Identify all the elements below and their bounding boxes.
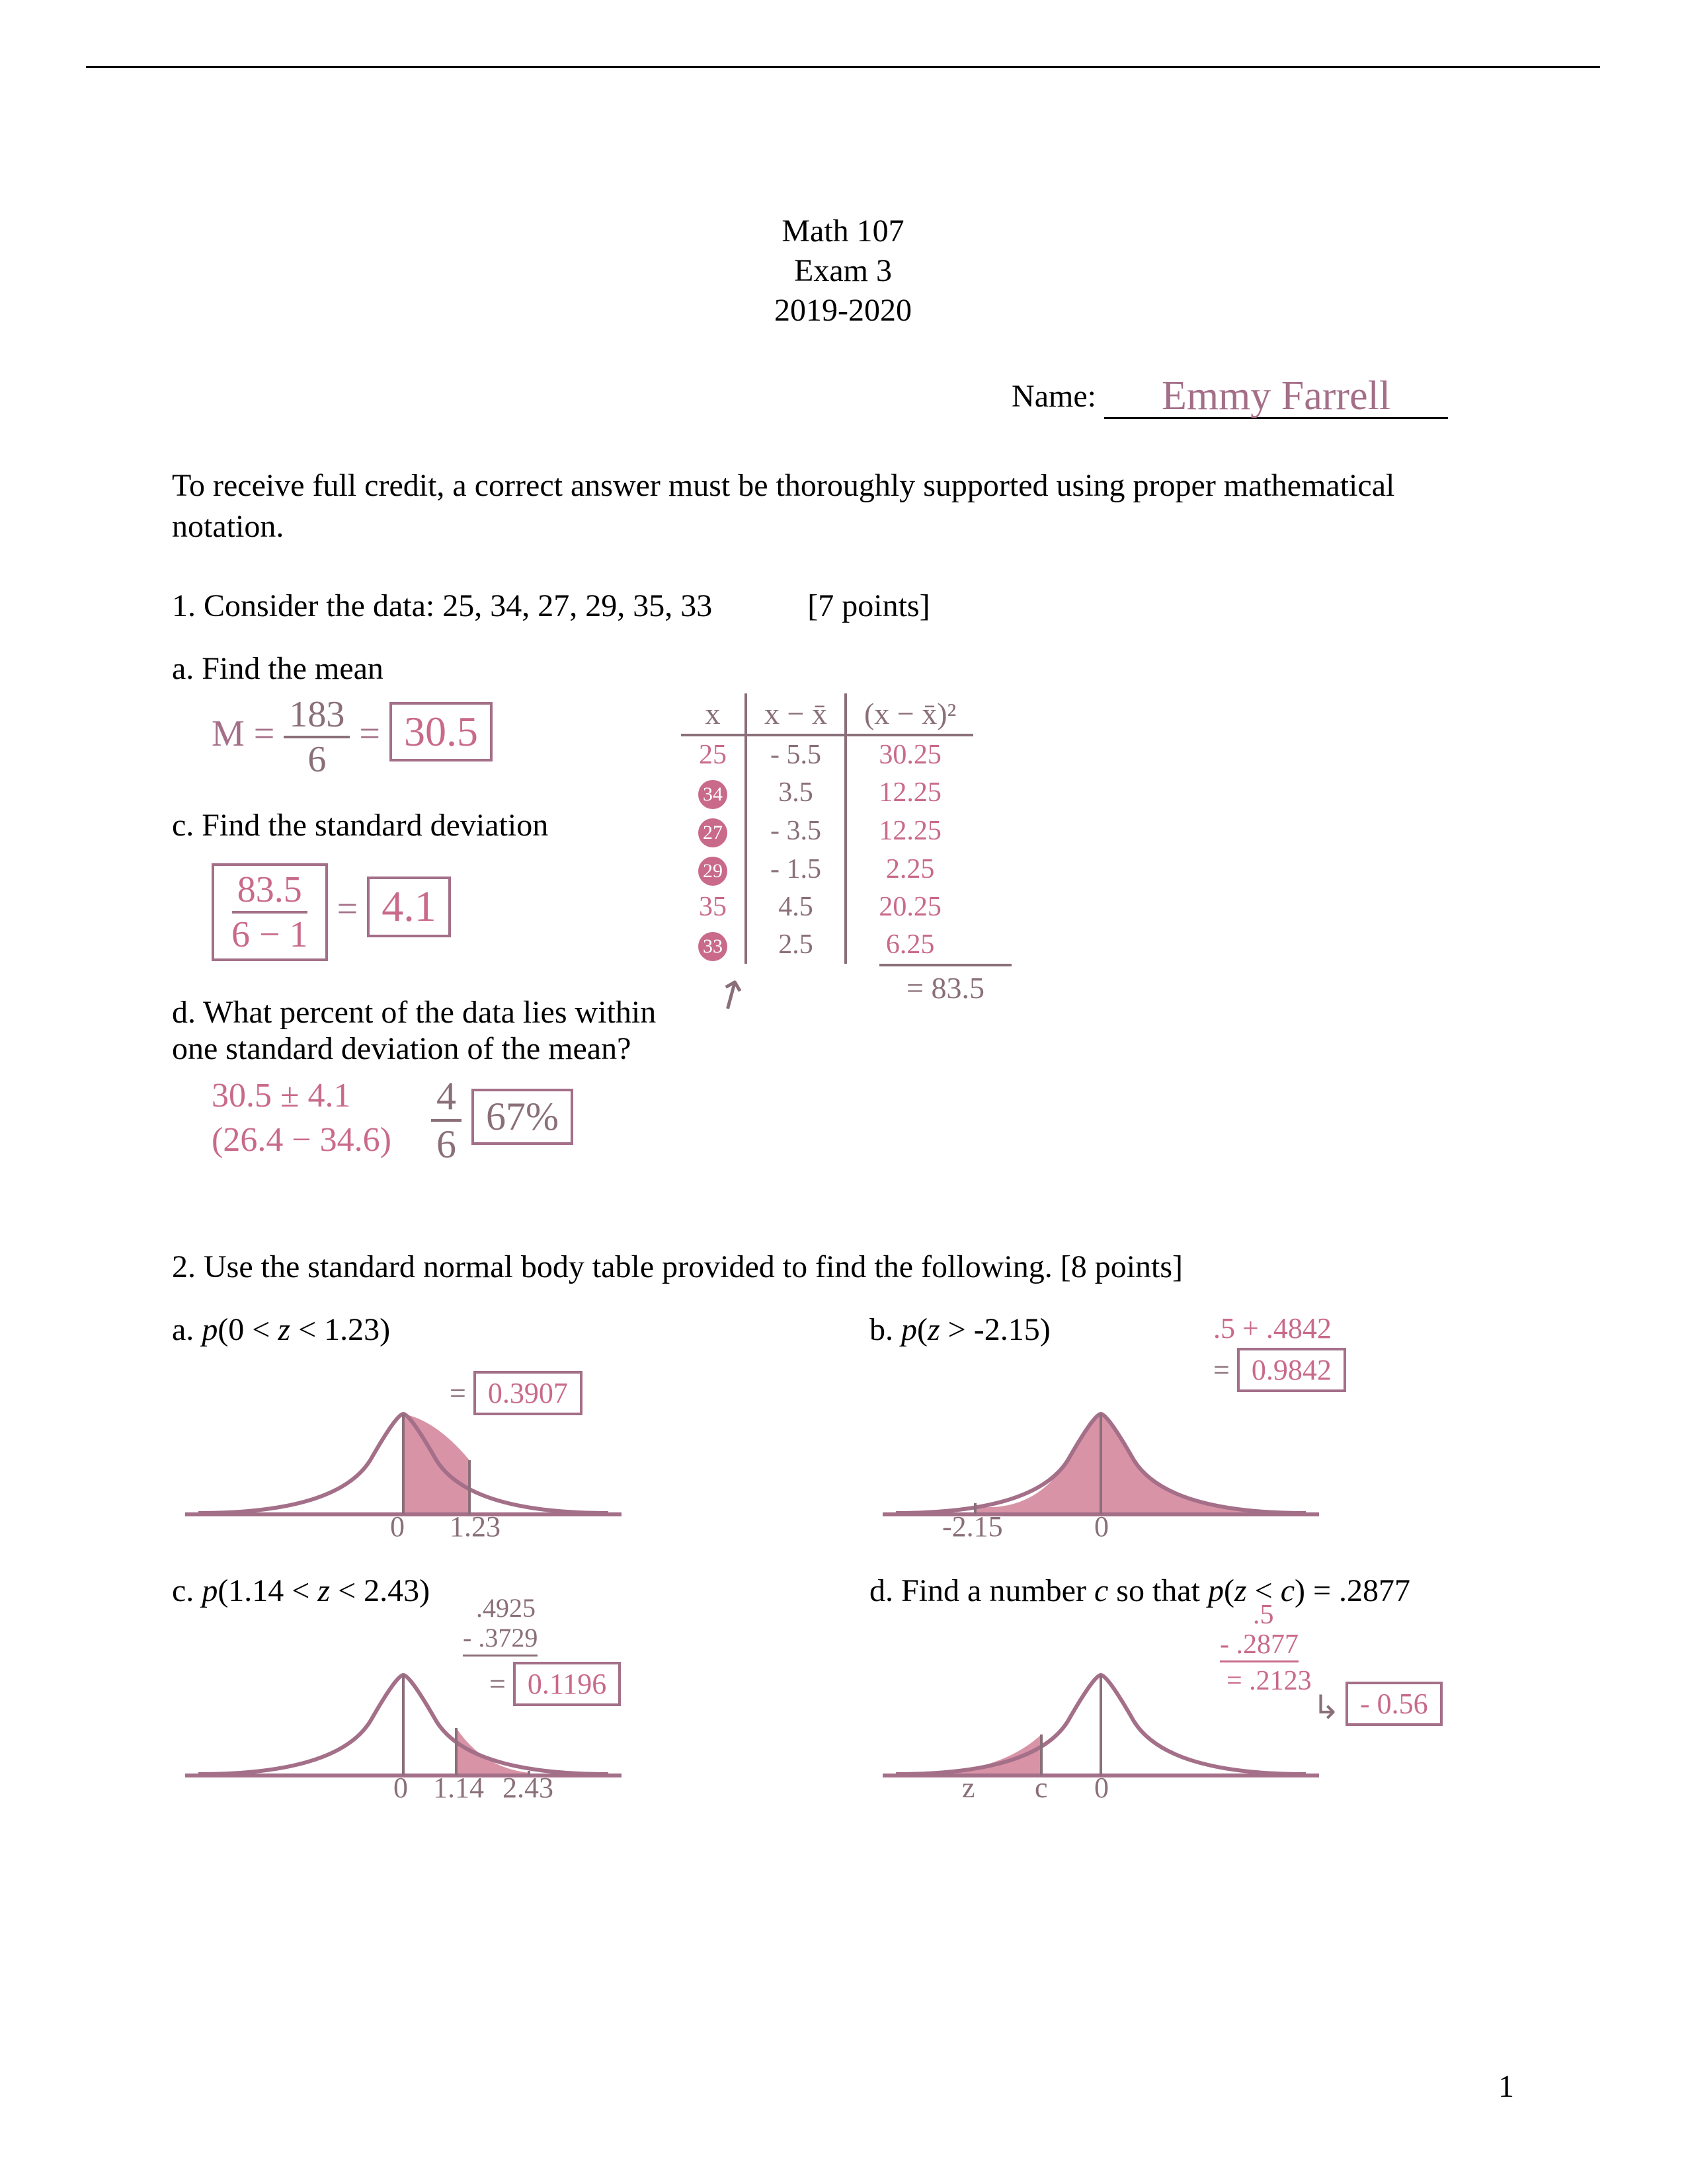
q2d-tick2: 0 <box>1094 1771 1109 1805</box>
deviation-table: x x − x̄ (x − x̄)² 25- 5.530.25 343.512.… <box>681 693 1012 1005</box>
q2c-tick2: 2.43 <box>502 1771 553 1805</box>
q2c-cell: c. p(1.14 < z < 2.43) 0 1.14 2.43 .4925 … <box>172 1573 817 1807</box>
dev-header-row: x x − x̄ (x − x̄)² <box>681 693 973 735</box>
q2b-answer-row: = 0.9842 <box>1213 1348 1346 1392</box>
sd-num: 83.5 <box>232 869 307 914</box>
q2-grid: a. p(0 < z < 1.23) 0 1.23 = 0.3907 b. p(… <box>172 1311 1514 1807</box>
q1d-frac-col: 4 6 67% <box>431 1073 573 1167</box>
q2d-cell: d. Find a number c so that p(z < c) = .2… <box>869 1573 1514 1807</box>
mean-answer: 30.5 <box>389 702 493 761</box>
q2d-answer: - 0.56 <box>1345 1682 1443 1726</box>
q2c-tick0: 0 <box>393 1771 408 1805</box>
q2a-cell: a. p(0 < z < 1.23) 0 1.23 = 0.3907 <box>172 1311 817 1546</box>
dev-row-5: 332.56.25 <box>681 925 973 964</box>
d-num: 4 <box>431 1073 462 1122</box>
q2d-work3: = .2123 <box>1226 1665 1312 1697</box>
th-sq: (x − x̄)² <box>846 693 973 735</box>
th-xxbar: x − x̄ <box>746 693 846 735</box>
page-number: 1 <box>1498 2068 1514 2105</box>
q2a-tick1: 1.23 <box>450 1510 501 1543</box>
q2a-tick0: 0 <box>390 1510 405 1543</box>
q2c-answer: 0.1196 <box>513 1662 621 1706</box>
q2c-work2: - .3729 <box>463 1622 538 1657</box>
q2b-tick1: 0 <box>1094 1510 1109 1543</box>
dev-row-1: 343.512.25 <box>681 773 973 812</box>
top-rule <box>86 66 1600 68</box>
q2d-tick1: c <box>1035 1771 1048 1805</box>
q2a-label: a. p(0 < z < 1.23) <box>172 1311 817 1348</box>
q1d-label: d. What percent of the data lies within … <box>172 994 661 1067</box>
mean-num: 183 <box>284 693 350 738</box>
q1-work-area: M = 183 6 = 30.5 c. Find the standard de… <box>172 693 1514 1169</box>
mean-M: M = <box>212 713 274 754</box>
q2a-answer: 0.3907 <box>473 1371 582 1415</box>
exam-page: Math 107 Exam 3 2019-2020 Name: Emmy Far… <box>172 79 1514 1807</box>
d-fraction: 4 6 <box>431 1073 462 1167</box>
sd-answer: 4.1 <box>367 877 451 937</box>
q2b-tick0: -2.15 <box>942 1510 1003 1543</box>
q1d-range: 30.5 ± 4.1 (26.4 − 34.6) <box>212 1073 391 1167</box>
q1a-label: a. Find the mean <box>172 650 1514 687</box>
q2b-cell: b. p(z > -2.15) -2.15 0 .5 + .4842 = 0.9… <box>869 1311 1514 1546</box>
dev-row-2: 27- 3.512.25 <box>681 812 973 850</box>
name-row: Name: Emmy Farrell <box>172 370 1514 419</box>
q2d-arrow: ↳ <box>1312 1688 1340 1727</box>
dev-sum: = 83.5 <box>879 964 1012 1005</box>
q2b-eq: = <box>1213 1354 1230 1386</box>
dev-row-4: 354.520.25 <box>681 888 973 925</box>
q1-points: [7 points] <box>807 588 930 623</box>
name-line: Emmy Farrell <box>1104 370 1448 419</box>
q2c-eq: = <box>489 1668 506 1700</box>
q2b-label: b. p(z > -2.15) <box>869 1311 1514 1348</box>
instructions: To receive full credit, a correct answer… <box>172 465 1514 548</box>
q1-prompt: 1. Consider the data: 25, 34, 27, 29, 35… <box>172 588 712 623</box>
q2d-label: d. Find a number c so that p(z < c) = .2… <box>869 1573 1514 1609</box>
student-name: Emmy Farrell <box>1162 373 1390 418</box>
d-den: 6 <box>431 1122 462 1167</box>
exam-title: Exam 3 <box>172 251 1514 291</box>
dev-table-el: x x − x̄ (x − x̄)² 25- 5.530.25 343.512.… <box>681 693 973 964</box>
q1d-work: 30.5 ± 4.1 (26.4 − 34.6) 4 6 67% <box>212 1073 1514 1167</box>
q1-prompt-row: 1. Consider the data: 25, 34, 27, 29, 35… <box>172 588 1514 624</box>
mean-eq: = <box>359 713 380 754</box>
q2-prompt: 2. Use the standard normal body table pr… <box>172 1249 1514 1285</box>
q2b-answer: 0.9842 <box>1237 1348 1346 1392</box>
q2d-work2: - .2877 <box>1220 1629 1299 1662</box>
dev-row-3: 29- 1.52.25 <box>681 850 973 888</box>
header-block: Math 107 Exam 3 2019-2020 <box>172 212 1514 331</box>
mean-fraction: 183 6 <box>284 693 350 781</box>
th-x: x <box>681 693 746 735</box>
q2c-tick1: 1.14 <box>433 1771 484 1805</box>
mean-den: 6 <box>302 738 331 781</box>
q2c-answer-row: = 0.1196 <box>489 1662 621 1706</box>
d-answer: 67% <box>471 1089 573 1145</box>
q2a-eq: = <box>450 1377 466 1409</box>
q2c-work1: .4925 <box>476 1592 536 1623</box>
d-work1: 30.5 ± 4.1 <box>212 1073 391 1118</box>
q2d-tick0: z <box>962 1771 975 1805</box>
q2d-work1: .5 <box>1253 1599 1274 1631</box>
q2b-work: .5 + .4842 <box>1213 1311 1332 1345</box>
sd-eq: = <box>337 888 358 929</box>
q2a-answer-row: = 0.3907 <box>450 1371 582 1415</box>
dev-row-0: 25- 5.530.25 <box>681 735 973 773</box>
name-label: Name: <box>1012 379 1096 414</box>
course-title: Math 107 <box>172 212 1514 251</box>
d-work2: (26.4 − 34.6) <box>212 1118 391 1163</box>
sd-fraction: 83.5 6 − 1 <box>212 863 328 961</box>
year: 2019-2020 <box>172 291 1514 331</box>
q2d-answer-row: - 0.56 <box>1345 1682 1443 1726</box>
sd-den: 6 − 1 <box>226 914 313 956</box>
